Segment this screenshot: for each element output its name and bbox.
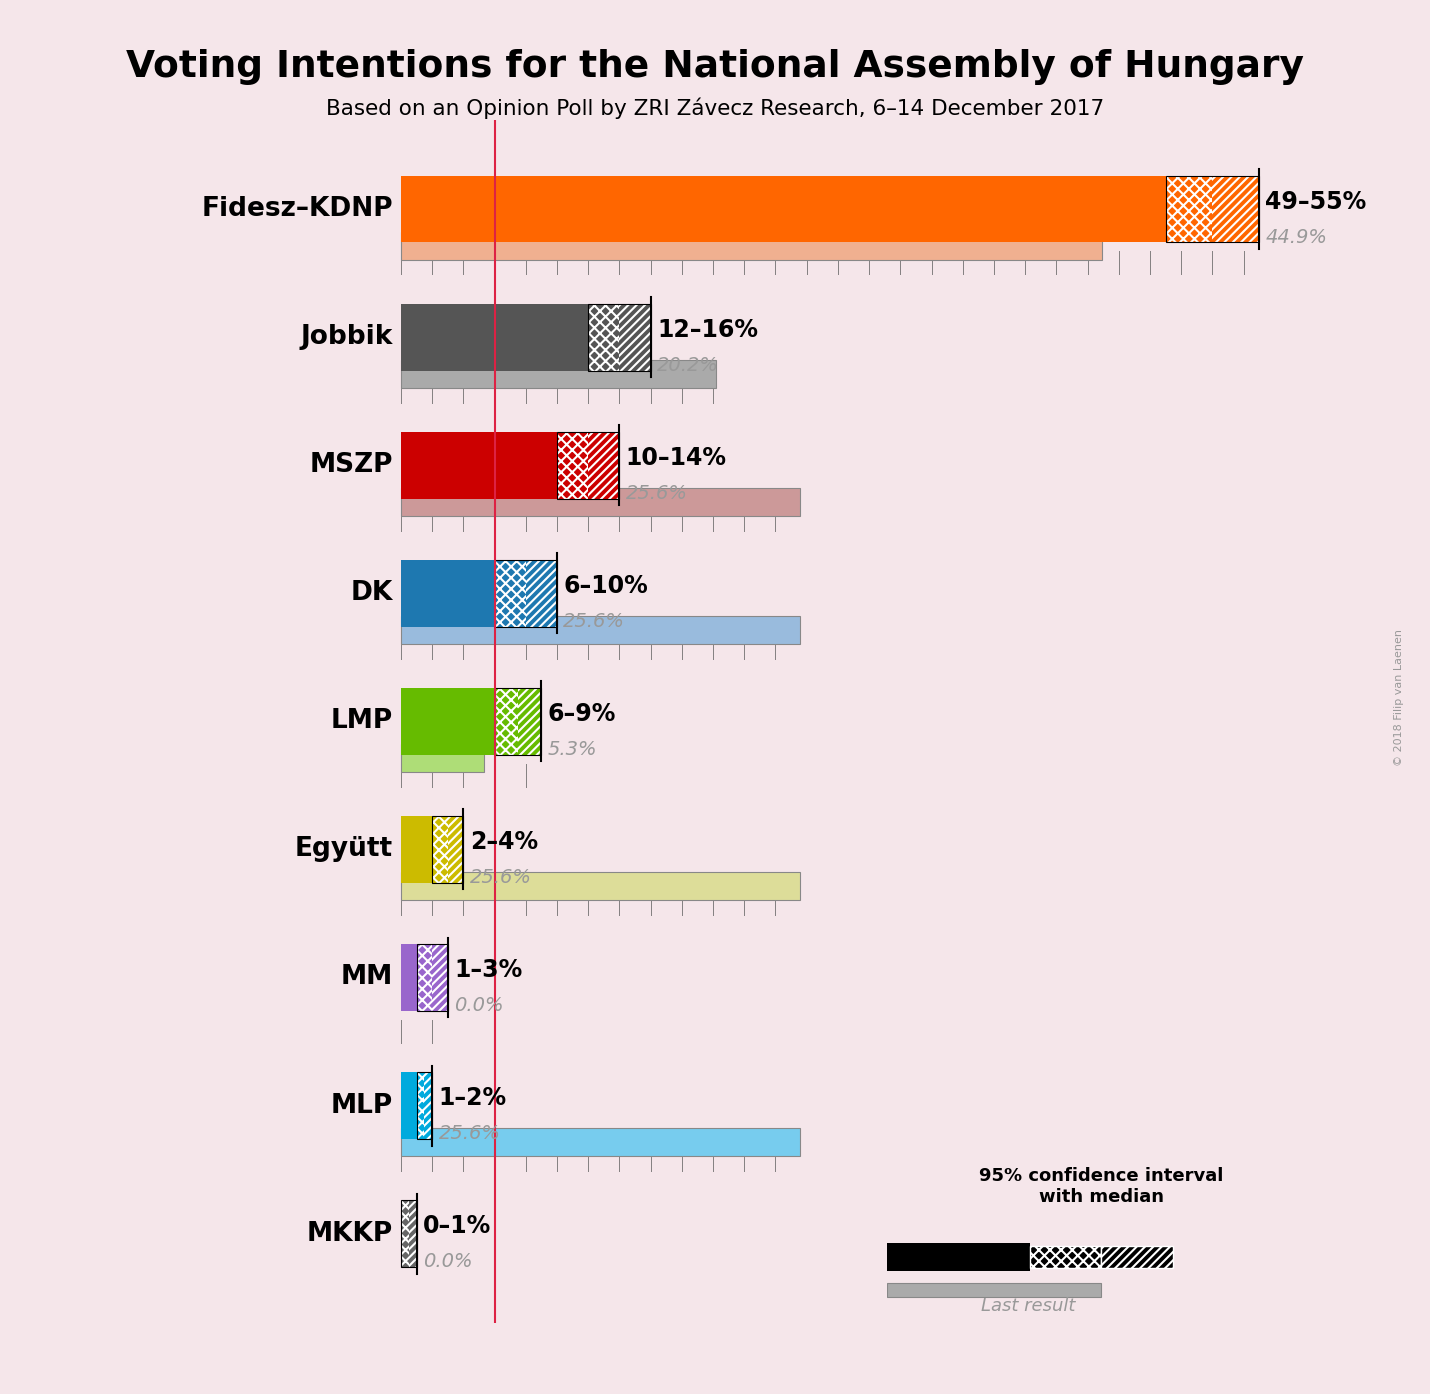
Bar (448, 815, 463, 882)
Text: Voting Intentions for the National Assembly of Hungary: Voting Intentions for the National Assem… (126, 49, 1304, 85)
Text: 25.6%: 25.6% (626, 484, 688, 503)
Text: 25.6%: 25.6% (439, 1124, 500, 1143)
Text: MLP: MLP (330, 1093, 393, 1118)
Text: 1–2%: 1–2% (439, 1086, 506, 1110)
Bar (432, 944, 448, 1011)
Bar (558, 432, 588, 499)
Text: DK: DK (350, 580, 393, 606)
Text: Jobbik: Jobbik (300, 325, 393, 350)
Bar (619, 304, 651, 371)
Bar (416, 944, 432, 1011)
Text: 20.2%: 20.2% (656, 355, 719, 375)
Text: 0–1%: 0–1% (423, 1214, 490, 1238)
Bar (400, 360, 716, 388)
Text: 6–10%: 6–10% (563, 574, 648, 598)
Bar (400, 432, 558, 499)
Bar (400, 488, 801, 516)
Text: 1–3%: 1–3% (455, 958, 522, 981)
Bar (409, 1200, 416, 1267)
Bar (400, 873, 801, 901)
Bar (400, 744, 483, 772)
Text: 95% confidence interval
with median: 95% confidence interval with median (980, 1167, 1223, 1206)
Text: Based on an Opinion Poll by ZRI Závecz Research, 6–14 December 2017: Based on an Opinion Poll by ZRI Závecz R… (326, 98, 1104, 118)
Text: MSZP: MSZP (310, 452, 393, 478)
Text: Együtt: Együtt (295, 836, 393, 863)
Bar (588, 304, 651, 371)
Bar (400, 231, 1101, 259)
Bar (495, 560, 526, 627)
Bar (432, 815, 448, 882)
Bar (495, 689, 518, 754)
Bar (518, 689, 542, 754)
Bar (432, 815, 463, 882)
Bar (400, 560, 495, 627)
Text: 25.6%: 25.6% (563, 612, 625, 631)
Text: 12–16%: 12–16% (656, 318, 758, 342)
Bar (400, 1072, 416, 1139)
Bar (425, 1072, 432, 1139)
Text: 6–9%: 6–9% (548, 701, 616, 726)
Bar (400, 616, 801, 644)
Bar (400, 1200, 416, 1267)
Bar (416, 1072, 425, 1139)
Bar (400, 304, 588, 371)
Text: 5.3%: 5.3% (548, 740, 598, 760)
Bar (495, 689, 542, 754)
Bar (1165, 176, 1260, 243)
Bar (1030, 1246, 1101, 1269)
Bar (526, 560, 558, 627)
Bar (887, 1243, 1030, 1271)
Bar (400, 689, 495, 754)
Bar (588, 304, 619, 371)
Text: 10–14%: 10–14% (626, 446, 726, 470)
Bar (400, 1200, 409, 1267)
Text: 25.6%: 25.6% (469, 868, 532, 887)
Text: © 2018 Filip van Laenen: © 2018 Filip van Laenen (1394, 629, 1404, 765)
Bar (588, 432, 619, 499)
Text: 44.9%: 44.9% (1266, 227, 1327, 247)
Text: 49–55%: 49–55% (1266, 190, 1367, 213)
Bar (887, 1282, 1101, 1296)
Bar (400, 176, 1165, 243)
Text: 0.0%: 0.0% (455, 997, 503, 1015)
Bar (1213, 176, 1260, 243)
Bar (1101, 1246, 1173, 1269)
Bar (400, 944, 416, 1011)
Bar (558, 432, 619, 499)
Bar (400, 815, 432, 882)
Bar (1165, 176, 1213, 243)
Text: MKKP: MKKP (307, 1221, 393, 1246)
Text: Fidesz–KDNP: Fidesz–KDNP (202, 197, 393, 222)
Bar (495, 560, 558, 627)
Text: MM: MM (340, 965, 393, 991)
Bar (400, 1128, 801, 1156)
Text: 2–4%: 2–4% (469, 829, 538, 853)
Bar (416, 1072, 432, 1139)
Text: LMP: LMP (330, 708, 393, 735)
Text: Last result: Last result (981, 1296, 1075, 1315)
Bar (416, 944, 448, 1011)
Text: 0.0%: 0.0% (423, 1252, 472, 1271)
